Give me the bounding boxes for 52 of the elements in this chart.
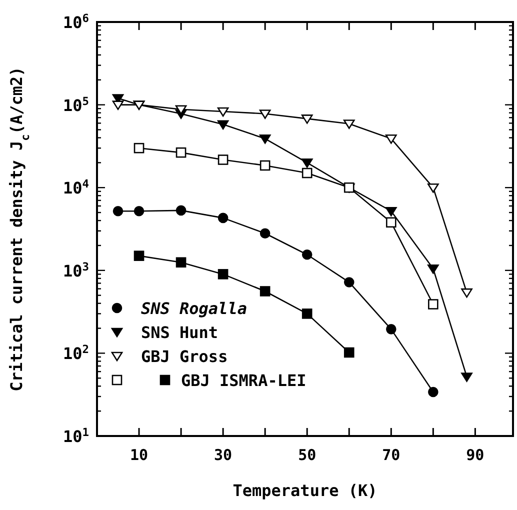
legend-label: SNS Hunt — [141, 323, 218, 342]
point — [260, 286, 270, 296]
point — [218, 154, 228, 165]
point — [217, 120, 229, 130]
x-tick-label: 50 — [298, 446, 316, 464]
point — [386, 217, 396, 228]
point — [344, 347, 354, 358]
point — [428, 264, 439, 274]
point — [176, 147, 186, 158]
point — [112, 206, 124, 216]
point — [428, 386, 438, 398]
point — [259, 134, 271, 144]
y-tick-label: 10$^{4}$ — [62, 177, 90, 198]
point — [259, 110, 271, 119]
point — [134, 250, 144, 261]
point — [302, 168, 312, 178]
point — [217, 107, 229, 117]
point — [461, 288, 472, 298]
x-tick-label: 30 — [214, 446, 232, 464]
legend-label: GBJ ISMRA-LEI — [181, 371, 306, 390]
y-tick-label: 10$^{1}$ — [62, 426, 90, 446]
point — [385, 206, 397, 216]
point — [176, 257, 186, 268]
x-tick-label: 70 — [382, 446, 400, 464]
x-tick-label: 10 — [130, 446, 148, 464]
point — [112, 100, 124, 110]
point — [343, 120, 355, 129]
point — [134, 206, 144, 216]
point — [302, 308, 312, 319]
point — [428, 299, 438, 310]
point — [218, 269, 228, 280]
point — [386, 324, 396, 334]
y-tick-label: 10$^{5}$ — [62, 94, 89, 115]
y-tick-label: 10$^{2}$ — [62, 342, 89, 364]
point — [344, 277, 354, 288]
y-tick-label: 10$^{6}$ — [62, 12, 90, 32]
point — [218, 212, 228, 224]
legend-label: GBJ Gross — [141, 347, 228, 366]
y-tick-label: 10$^{3}$ — [62, 260, 90, 280]
legend-label: SNS Rogalla — [141, 299, 247, 318]
point — [134, 142, 144, 154]
point — [301, 114, 313, 124]
x-axis-title: Temperature (K) — [232, 481, 378, 500]
point — [428, 183, 439, 193]
point — [461, 372, 472, 382]
point — [176, 205, 186, 216]
point — [301, 158, 313, 168]
x-tick-label: 90 — [466, 446, 484, 464]
point — [302, 249, 312, 260]
point — [260, 160, 270, 171]
point — [385, 134, 397, 144]
point — [260, 228, 270, 239]
